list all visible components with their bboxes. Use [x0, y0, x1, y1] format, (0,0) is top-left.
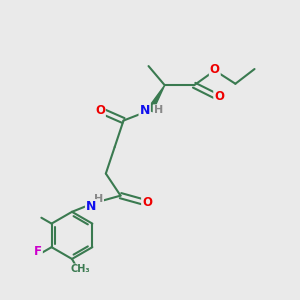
Text: H: H — [154, 105, 163, 115]
Text: O: O — [214, 91, 224, 103]
Text: O: O — [95, 104, 105, 117]
Text: O: O — [142, 196, 152, 209]
Text: F: F — [34, 245, 42, 258]
Text: CH₃: CH₃ — [70, 264, 90, 274]
Polygon shape — [148, 85, 165, 112]
Text: O: O — [210, 62, 220, 76]
Text: N: N — [140, 104, 150, 117]
Text: H: H — [94, 194, 103, 205]
Text: N: N — [86, 200, 96, 213]
